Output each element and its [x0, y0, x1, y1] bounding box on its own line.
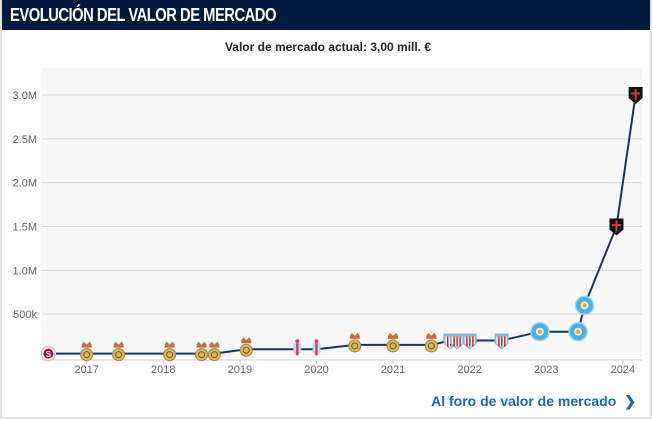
x-tick-label: 2022: [457, 364, 481, 376]
data-point-club-crest-gold-crown-icon[interactable]: [239, 337, 253, 357]
data-point-club-crest-light-blue-circle-icon[interactable]: [568, 321, 588, 342]
link-label: Al foro de valor de mercado: [431, 393, 617, 409]
data-point-club-crest-sky-pink-icon[interactable]: [293, 339, 302, 357]
data-point-club-crest-gold-crown-icon[interactable]: [163, 341, 177, 362]
data-point-club-crest-maroon-s-icon[interactable]: S: [40, 345, 57, 362]
data-point-club-crest-gold-crown-icon[interactable]: [207, 341, 221, 362]
x-tick-label: 2017: [74, 364, 98, 376]
data-point-club-crest-black-red-cross-icon[interactable]: [628, 87, 643, 104]
x-tick-label: 2021: [381, 364, 405, 376]
y-tick-label: 2.5M: [13, 134, 37, 146]
data-point-club-crest-gold-crown-icon[interactable]: [348, 332, 362, 353]
y-tick-label: 1.0M: [13, 265, 37, 277]
x-tick-label: 2024: [611, 364, 635, 376]
data-point-club-crest-light-blue-circle-icon[interactable]: [530, 321, 550, 342]
data-point-club-crest-light-blue-circle-icon[interactable]: [574, 295, 595, 316]
x-tick-label: 2020: [304, 364, 328, 376]
data-point-club-crest-gold-crown-icon[interactable]: [386, 332, 400, 353]
data-point-club-crest-sky-pink-icon[interactable]: [312, 339, 321, 357]
data-point-club-crest-red-white-stripes-icon[interactable]: [494, 333, 509, 350]
data-point-club-crest-red-white-stripes-icon[interactable]: [462, 333, 477, 350]
current-market-value: Valor de mercado actual: 3,00 mill. €: [224, 40, 432, 54]
data-point-club-crest-gold-crown-icon[interactable]: [112, 341, 126, 362]
data-point-club-crest-red-white-stripes-icon[interactable]: [449, 333, 464, 350]
x-tick-label: 2023: [534, 364, 558, 376]
panel-header: EVOLUCIÓN DEL VALOR DE MERCADO: [2, 0, 650, 30]
data-point-club-crest-gold-crown-icon[interactable]: [80, 341, 94, 362]
y-tick-label: 2.0M: [13, 178, 37, 190]
y-tick-label: 1.5M: [13, 222, 37, 234]
data-point-club-crest-gold-crown-icon[interactable]: [195, 341, 209, 362]
plot-area: [42, 68, 642, 358]
y-tick-label: 3.0M: [13, 90, 37, 102]
data-point-club-crest-gold-crown-icon[interactable]: [424, 332, 438, 353]
x-tick-label: 2019: [228, 364, 252, 376]
market-value-forum-link[interactable]: Al foro de valor de mercado ❯: [431, 393, 636, 410]
y-tick-label: 500k: [13, 309, 37, 321]
svg-text:S: S: [46, 350, 52, 359]
x-tick-label: 2018: [151, 364, 175, 376]
chevron-right-icon: ❯: [624, 393, 636, 409]
data-point-club-crest-black-red-cross-icon[interactable]: [609, 218, 624, 236]
panel-title: EVOLUCIÓN DEL VALOR DE MERCADO: [10, 5, 276, 25]
